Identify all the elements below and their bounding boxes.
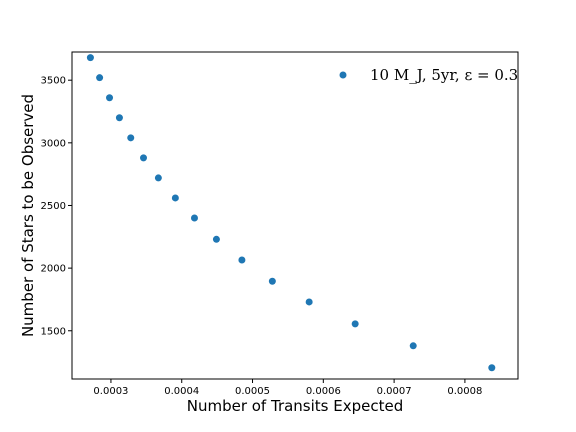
- y-tick-label: 3000: [41, 138, 66, 149]
- legend: 10 M_J, 5yr, ε = 0.3: [339, 66, 518, 84]
- legend-label: 10 M_J, 5yr, ε = 0.3: [370, 66, 518, 84]
- data-point: [154, 174, 162, 182]
- y-tick-label: 2000: [41, 264, 66, 275]
- data-point: [140, 154, 148, 162]
- data-point: [96, 74, 104, 82]
- data-point: [212, 235, 220, 243]
- legend-marker: [339, 71, 347, 79]
- x-tick-label: 0.0005: [235, 386, 270, 397]
- y-axis-ticks: 1500 2000 2500 3000 3500: [41, 76, 72, 337]
- y-axis-label: Number of Stars to be Observed: [19, 94, 37, 337]
- plot-frame: [71, 51, 519, 380]
- data-point: [351, 320, 359, 328]
- data-point: [305, 298, 313, 306]
- data-point: [106, 94, 114, 102]
- x-tick-label: 0.0006: [306, 386, 341, 397]
- x-tick-label: 0.0003: [93, 386, 128, 397]
- y-tick-label: 1500: [41, 326, 66, 337]
- data-point: [409, 342, 417, 350]
- x-tick-label: 0.0007: [377, 386, 412, 397]
- data-point: [127, 134, 135, 142]
- y-tick-label: 2500: [41, 201, 66, 212]
- data-point: [115, 114, 123, 122]
- x-axis-ticks: 0.0003 0.0004 0.0005 0.0006 0.0007 0.0008: [93, 379, 482, 397]
- data-point: [171, 194, 179, 202]
- x-tick-label: 0.0004: [164, 386, 199, 397]
- data-point: [86, 54, 94, 62]
- data-points: [86, 54, 496, 372]
- data-point: [190, 214, 198, 222]
- x-axis-label: Number of Transits Expected: [187, 397, 404, 415]
- x-tick-label: 0.0008: [447, 386, 482, 397]
- data-point: [238, 256, 246, 264]
- data-point: [488, 364, 496, 372]
- y-tick-label: 3500: [41, 76, 66, 87]
- data-point: [268, 277, 276, 285]
